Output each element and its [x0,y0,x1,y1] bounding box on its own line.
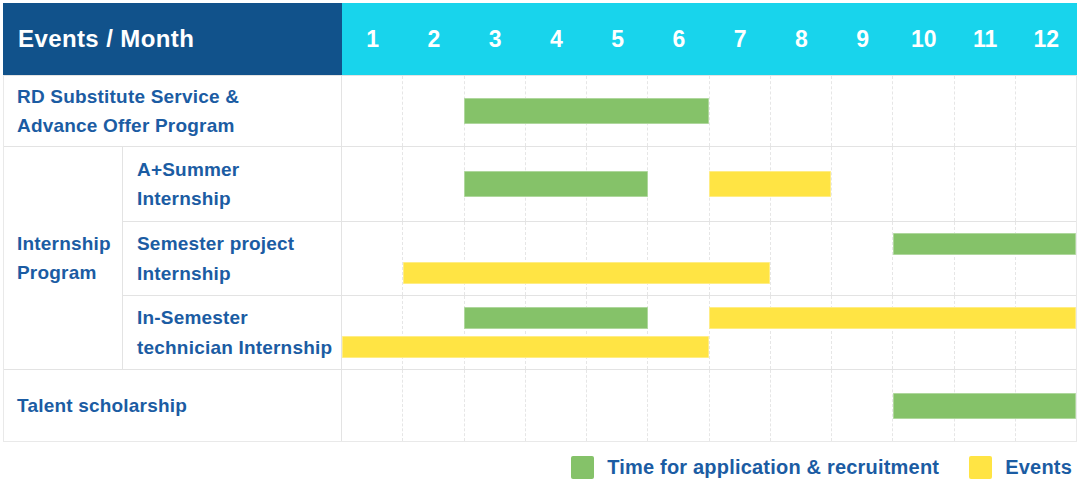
label-line: Semester project [137,229,341,258]
grid-column [342,76,403,146]
grid-column [648,147,709,221]
grid-column [832,370,893,441]
grid-column [648,370,709,441]
grid-column [403,76,464,146]
gantt-lane-a-summer [342,147,1076,221]
gantt-bar-green-m3-m5 [464,171,648,197]
grid-column [832,147,893,221]
grid-column [342,370,403,441]
grid-column [893,76,954,146]
grid-column [587,222,648,295]
row-group-internship-program: Internship Program A+Summer Internship S… [4,146,1076,369]
grid-column [342,296,403,369]
grid-column [526,222,587,295]
month-label-10: 10 [893,3,954,75]
row-label-in-semester-technician-internship: In-Semester technician Internship [123,296,342,369]
grid-column [710,370,771,441]
group-label-internship-program: Internship Program [4,147,123,369]
month-header: 123456789101112 [342,3,1077,75]
grid-column [832,76,893,146]
label-line: Internship [137,259,341,288]
grid-column [955,147,1016,221]
yellow-swatch-icon [969,456,992,479]
legend-label: Events [1005,456,1072,479]
gantt-bar-green-m10-m12 [893,233,1077,255]
grid-column [648,222,709,295]
grid-column [710,222,771,295]
month-label-4: 4 [526,3,587,75]
grid-column [1016,76,1076,146]
row-talent-scholarship: Talent scholarship [4,369,1076,441]
header-corner-label: Events / Month [3,3,342,75]
grid-column [342,222,403,295]
label-line: In-Semester [137,303,341,332]
label-line: Advance Offer Program [17,111,341,140]
legend-label: Time for application & recruitment [607,456,939,479]
grid-column [465,222,526,295]
grid-column [710,76,771,146]
label-line: technician Internship [137,333,341,362]
legend-item-application-recruitment: Time for application & recruitment [571,456,939,479]
gantt-bar-yellow-m2-m7 [403,262,770,284]
gantt-lane-in-semester [342,296,1076,369]
month-label-5: 5 [587,3,648,75]
gantt-bar-green-m10-m12 [893,393,1077,419]
grid-column [771,370,832,441]
row-label-a-summer-internship: A+Summer Internship [123,147,342,221]
label-line: A+Summer [137,155,341,184]
grid-column [403,296,464,369]
grid-column [403,222,464,295]
row-semester-project-internship: Semester project Internship [123,221,1076,295]
grid-column [893,147,954,221]
label-line: Talent scholarship [17,391,341,420]
gantt-bar-yellow-m1-m6 [342,336,709,358]
grid-column [771,76,832,146]
gantt-bar-yellow-m7-m12 [709,307,1076,329]
gantt-bar-yellow-m7-m8 [709,171,831,197]
gantt-lane-rd-substitute [342,76,1076,146]
month-label-3: 3 [465,3,526,75]
row-rd-substitute: RD Substitute Service & Advance Offer Pr… [4,75,1076,146]
month-label-6: 6 [648,3,709,75]
row-label-talent-scholarship: Talent scholarship [4,370,342,441]
grid-column [771,222,832,295]
grid-column [403,370,464,441]
label-line: Internship [137,184,341,213]
green-swatch-icon [571,456,594,479]
row-label-semester-project-internship: Semester project Internship [123,222,342,295]
grid-column [403,147,464,221]
month-label-1: 1 [342,3,403,75]
grid-column [1016,147,1076,221]
gantt-bar-green-m3-m6 [464,98,709,124]
gantt-lane-semester-project [342,222,1076,295]
row-in-semester-technician-internship: In-Semester technician Internship [123,295,1076,369]
grid-column [648,296,709,369]
month-label-8: 8 [771,3,832,75]
month-label-7: 7 [710,3,771,75]
row-a-summer-internship: A+Summer Internship [123,147,1076,221]
label-line: RD Substitute Service & [17,82,341,111]
month-label-2: 2 [403,3,464,75]
grid-column [955,76,1016,146]
table-body: RD Substitute Service & Advance Offer Pr… [3,75,1077,442]
table-header: Events / Month 123456789101112 [3,3,1077,75]
grid-column [832,222,893,295]
month-label-12: 12 [1016,3,1077,75]
label-line: Program [17,258,122,287]
label-line: Internship [17,229,122,258]
events-month-gantt-table: Events / Month 123456789101112 RD Substi… [3,3,1077,442]
row-label-rd-substitute: RD Substitute Service & Advance Offer Pr… [4,76,342,146]
legend: Time for application & recruitment Event… [3,456,1072,479]
gantt-lane-talent-scholarship [342,370,1076,441]
grid-column [465,370,526,441]
internship-subrows: A+Summer Internship Semester project Int… [123,147,1076,369]
gantt-bar-green-m3-m5 [464,307,648,329]
grid-column [587,370,648,441]
legend-item-events: Events [969,456,1072,479]
month-gridlines [342,76,1076,146]
month-label-11: 11 [955,3,1016,75]
month-label-9: 9 [832,3,893,75]
grid-column [526,370,587,441]
grid-column [342,147,403,221]
